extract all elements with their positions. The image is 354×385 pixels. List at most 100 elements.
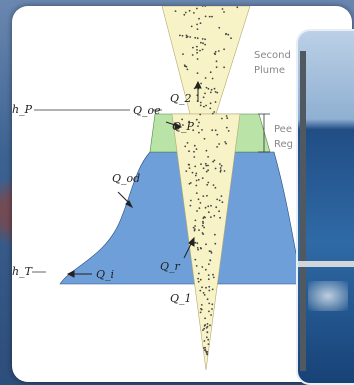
photo-post [300,51,306,371]
bubble-dot [217,50,220,52]
bubble-dot [188,120,191,123]
bubble-dot [195,118,198,121]
bubble-dot [200,163,202,166]
bubble-dot [208,285,211,288]
bubble-dot [210,204,212,207]
bubble-dot [200,247,203,250]
bubble-dot [211,15,213,18]
bubble-dot [205,170,208,173]
qoe-arrowhead [174,122,183,130]
bubble-dot [197,125,199,127]
bubble-dot [206,323,209,325]
qp-label: Q_P [172,120,195,133]
peel-region-label-2: Reg [274,139,293,150]
qi-label: Q_i [96,268,114,281]
bubble-dot [202,42,204,45]
bubble-dot [214,50,217,53]
photo-wake [308,281,348,311]
bubble-dot [192,46,194,49]
bubble-dot [185,34,188,37]
bubble-dot [183,13,186,16]
qi-arrowhead [66,270,75,278]
bubble-dot [207,181,210,184]
bubble-dot [196,51,199,54]
bubble-dot [211,129,214,132]
bubble-dot [201,129,203,131]
bubble-dot [194,165,197,168]
bubble-dot [199,49,201,52]
bubble-dot [220,195,223,198]
ocean-photo-card [296,29,354,385]
bubble-dot [201,177,204,180]
bubble-dot [225,32,228,35]
bubble-dot [218,26,221,29]
bubble-dot [207,343,210,345]
bubble-dot [206,183,209,186]
bubble-dot [204,349,207,351]
bubble-dot [199,22,202,25]
bubble-dot [227,33,230,36]
bubble-dot [200,82,203,85]
bubble-dot [205,286,207,289]
bubble-dot [212,276,215,279]
bubble-dot [214,233,216,236]
bubble-dot [189,204,192,207]
bubble-dot [215,60,218,63]
bubble-dot [206,331,209,334]
bubble-dot [188,150,190,153]
bubble-dot [198,207,201,210]
bubble-dot [210,314,213,316]
bubble-dot [214,129,217,132]
bubble-dot [197,248,200,251]
bubble-dot [194,241,197,244]
bubble-dot [191,171,194,174]
qr-label: Q_r [160,260,181,273]
bubble-dot [223,170,226,172]
bubble-dot [195,172,198,175]
bubble-dot [186,68,189,71]
bubble-dot [208,289,211,292]
bubble-dot [188,163,191,166]
bubble-dot [193,12,195,14]
bubble-dot [209,259,212,261]
bubble-dot [198,131,200,134]
bubble-dot [189,36,192,38]
bubble-dot [207,338,210,341]
qod-label: Q_od [112,172,140,185]
bubble-dot [200,307,202,310]
peel-region-label-1: Pee [274,124,292,135]
bubble-dot [189,182,192,184]
bubble-dot [204,6,207,7]
bubble-dot [236,6,239,9]
bubble-dot [202,329,204,331]
bubble-dot [202,220,204,223]
lower-plume [171,113,241,371]
bubble-dot [196,72,199,74]
q2-arrowhead [194,80,202,89]
bubble-dot [214,91,217,93]
bubble-dot [203,226,206,229]
bubble-dot [203,324,206,327]
bubble-dot [196,45,198,48]
bubble-dot [226,117,229,120]
bubble-dot [223,11,225,13]
bubble-dot [211,303,214,306]
bubble-dot [214,242,217,245]
bubble-dot [196,7,198,10]
bubble-dot [197,198,200,201]
plume-diagram: h_P h_T Q_2 Q_oe Q_P Q_od Q_i Q_r Q_1 Se… [12,6,303,371]
bubble-dot [199,289,202,292]
bubble-dot [184,11,187,14]
bubble-dot [203,137,206,140]
bubble-dot [209,91,212,94]
bubble-dot [207,205,210,208]
bubble-dot [205,243,207,246]
bubble-dot [221,201,224,204]
bubble-dot [200,304,203,306]
bubble-dot [188,167,191,170]
bubble-dot [201,224,204,227]
bubble-dot [201,48,204,51]
secondary-plume-label-1: Second [254,50,291,61]
bubble-dot [185,36,188,39]
bubble-dot [213,159,216,162]
